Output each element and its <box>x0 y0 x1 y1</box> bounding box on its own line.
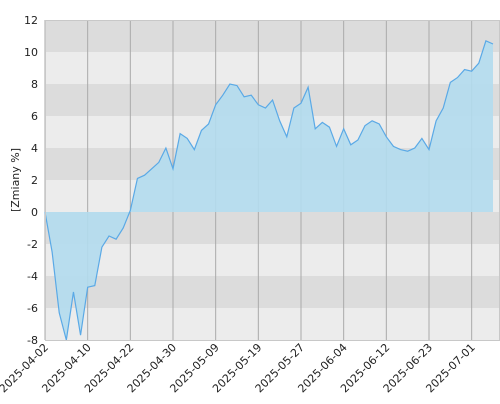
y-tick-label: 12 <box>24 14 38 27</box>
line <box>44 39 494 341</box>
y-tick-label: 4 <box>31 142 38 155</box>
y-tick-label: -8 <box>27 334 38 347</box>
y-tick-label: -6 <box>27 302 38 315</box>
y-axis-label: [Zmiany %] <box>9 148 22 212</box>
y-tick-label: 6 <box>31 110 38 123</box>
y-tick-label: -2 <box>27 238 38 251</box>
y-tick-label: 0 <box>31 206 38 219</box>
grid-band <box>45 308 500 340</box>
grid-band <box>45 244 500 276</box>
grid-band <box>45 276 500 308</box>
y-tick-label: 2 <box>31 174 38 187</box>
area <box>45 40 493 341</box>
y-tick-label: -4 <box>27 270 38 283</box>
grid-band <box>45 20 500 52</box>
grid-band <box>45 52 500 84</box>
y-tick-label: 10 <box>24 46 38 59</box>
y-tick-label: 8 <box>31 78 38 91</box>
